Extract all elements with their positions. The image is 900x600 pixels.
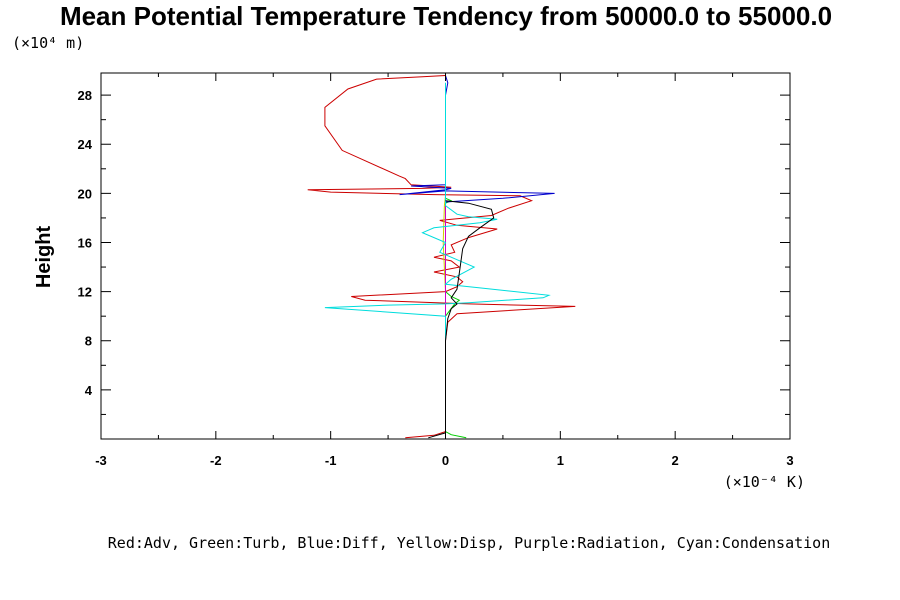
y-tick-label: 8 [85, 334, 92, 349]
x-tick-label: 2 [672, 453, 679, 468]
x-tick-label: -2 [210, 453, 222, 468]
series-line-adv [307, 75, 576, 439]
x-tick-label: 3 [786, 453, 793, 468]
y-axis-label: Height [33, 226, 55, 289]
x-tick-label: 1 [557, 453, 564, 468]
plot-series [307, 75, 576, 439]
x-tick-labels: -3 -2 -1 0 1 2 3 [95, 453, 793, 468]
y-tick-label: 28 [78, 88, 92, 103]
y-tick-labels: 4 8 12 16 20 24 28 [78, 88, 93, 398]
series-line-turb [445, 197, 467, 439]
y-tick-label: 16 [78, 235, 92, 250]
y-unit-label: (×10⁴ m) [12, 34, 84, 52]
series-line-condensation [324, 82, 551, 435]
x-tick-label: 0 [442, 453, 449, 468]
y-tick-label: 20 [78, 186, 92, 201]
x-tick-label: -1 [325, 453, 337, 468]
x-tick-label: -3 [95, 453, 107, 468]
series-line-total [428, 200, 495, 439]
x-unit-label: (×10⁻⁴ K) [724, 473, 805, 491]
y-tick-label: 24 [78, 137, 93, 152]
series-line-diff [399, 75, 555, 433]
legend-text: Red:Adv, Green:Turb, Blue:Diff, Yellow:D… [108, 534, 830, 552]
y-tick-label: 4 [85, 383, 93, 398]
axis-ticks [100, 73, 791, 439]
y-tick-label: 12 [78, 285, 92, 300]
chart-title: Mean Potential Temperature Tendency from… [60, 1, 832, 31]
